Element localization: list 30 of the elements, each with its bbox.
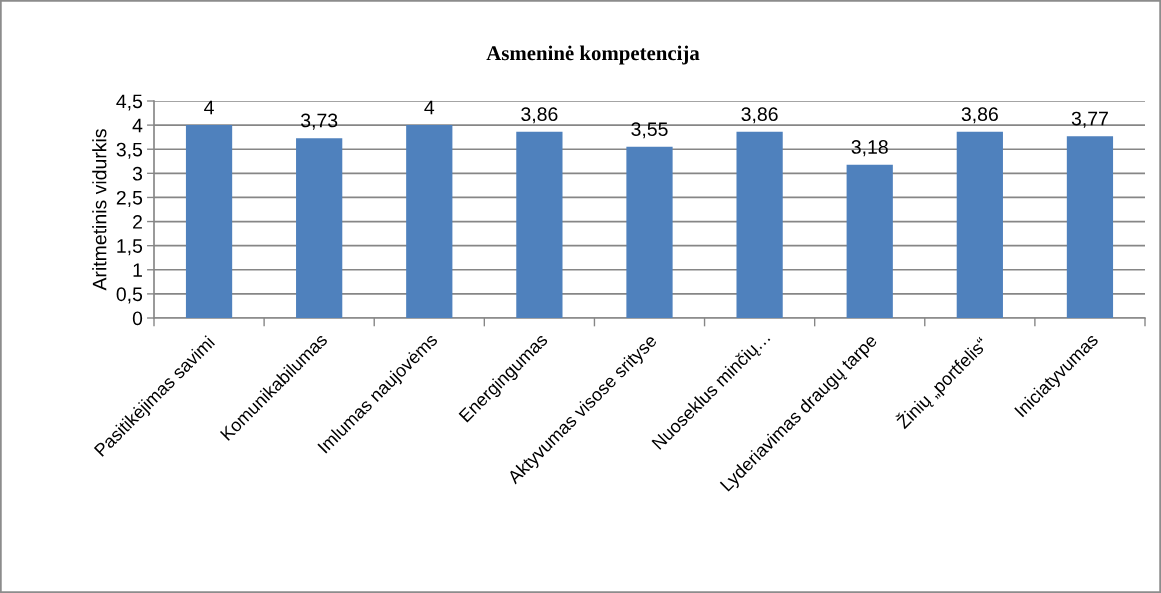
data-label: 3,55 [631, 122, 668, 139]
bar [956, 131, 1003, 318]
y-tick-label: 1,5 [117, 239, 143, 256]
y-axis-title: Aritmetinis vidurkis [92, 129, 107, 291]
data-label: 3,86 [961, 107, 998, 124]
bar [846, 164, 893, 318]
y-tick-label: 1 [133, 263, 142, 277]
y-tick-label: 2,5 [116, 190, 143, 207]
bar [736, 131, 783, 318]
data-label: 3,86 [521, 107, 558, 124]
bar [296, 138, 343, 318]
bar [516, 131, 563, 318]
bar [626, 146, 673, 318]
y-tick-label: 2 [133, 215, 142, 229]
y-tick-label: 3,5 [116, 142, 143, 159]
bar [1066, 136, 1114, 318]
bar [185, 125, 233, 318]
data-label: 4 [204, 100, 214, 115]
data-label: 3,77 [1071, 111, 1108, 128]
chart-title: Asmeninė kompetencija [486, 45, 700, 65]
y-tick-label: 4,5 [116, 94, 143, 111]
data-label: 3,86 [741, 107, 778, 124]
y-tick-label: 0,5 [116, 287, 143, 304]
y-tick-label: 3 [132, 166, 143, 181]
y-tick-label: 4 [132, 118, 143, 133]
data-label: 4 [424, 100, 435, 115]
y-tick-label: 0 [132, 311, 143, 326]
bar [406, 125, 453, 318]
data-label: 3,73 [300, 113, 338, 130]
data-label: 3,18 [851, 140, 888, 157]
